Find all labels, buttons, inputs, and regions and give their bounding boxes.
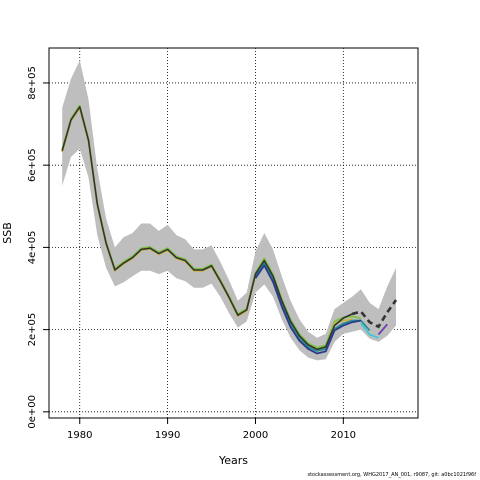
y-tick-label-1: 2e+05 (27, 313, 38, 347)
plot-frame (48, 47, 419, 419)
x-tick-label-2000: 2000 (243, 430, 268, 441)
series-line-4 (254, 264, 362, 355)
series-layer (61, 104, 398, 355)
series-line-6 (360, 322, 379, 339)
y-axis-title: SSB (1, 222, 14, 244)
series-line-0-projection (351, 299, 398, 329)
y-tick-label-4: 8e+05 (27, 66, 38, 100)
confidence-band-layer (62, 60, 396, 361)
y-tick-label-3: 6e+05 (27, 148, 38, 182)
footer-note: stockassessment.org, WHG2017_AN_001, r90… (307, 472, 476, 478)
y-tick-label-2: 4e+05 (27, 231, 38, 265)
series-line-0 (61, 105, 353, 351)
y-tick-label-0: 0e+00 (27, 395, 38, 429)
x-tick-label-2010: 2010 (331, 430, 356, 441)
series-line-5 (377, 323, 388, 336)
x-axis-ticks: 1980 1990 2000 2010 (67, 418, 356, 441)
confidence-band (62, 60, 396, 361)
y-axis-ticks: 0e+00 2e+05 4e+05 6e+05 8e+05 (27, 66, 49, 429)
x-tick-label-1990: 1990 (155, 430, 180, 441)
x-tick-label-1980: 1980 (67, 430, 92, 441)
x-axis-title: Years (218, 454, 248, 467)
